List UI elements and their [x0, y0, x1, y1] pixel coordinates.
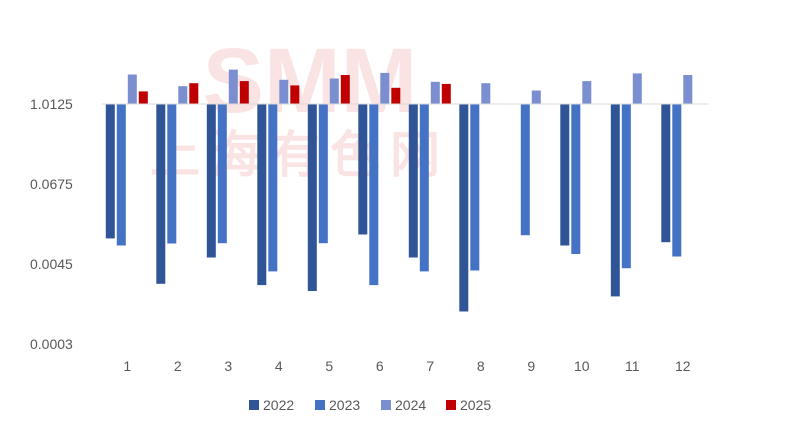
y-tick-label: 0.0003: [30, 336, 73, 352]
bar-2022-7: [408, 104, 418, 258]
legend-label-2022: 2022: [263, 397, 294, 413]
x-tick-label: 7: [426, 358, 434, 374]
bar-2023-11: [621, 104, 631, 269]
bar-2024-6: [380, 72, 390, 104]
bar-2023-3: [217, 104, 227, 244]
x-tick-label: 9: [527, 358, 535, 374]
bar-2023-8: [470, 104, 480, 271]
bar-2024-5: [329, 78, 339, 104]
bar-2024-3: [228, 69, 238, 104]
bar-2025-1: [138, 91, 148, 104]
x-axis-ticks: 1 2 3 4 5 6 7 8 9 10 11 12: [123, 358, 690, 374]
legend-swatch-2022: [249, 400, 259, 410]
x-tick-label: 6: [376, 358, 384, 374]
x-tick-label: 2: [174, 358, 182, 374]
y-tick-label: 0.0045: [30, 256, 73, 272]
y-axis-ticks: 1.0125 0.0675 0.0045 0.0003: [30, 96, 73, 352]
bar-2022-12: [661, 104, 671, 243]
bar-2025-6: [391, 87, 401, 104]
bar-2022-1: [105, 104, 115, 239]
bar-2022-10: [560, 104, 570, 246]
bar-2022-5: [307, 104, 317, 291]
bar-2024-7: [430, 81, 440, 104]
bar-2024-11: [632, 73, 642, 104]
bar-2025-3: [239, 81, 249, 104]
bar-2025-4: [290, 85, 300, 104]
bar-2022-4: [257, 104, 267, 286]
bar-2024-10: [582, 81, 592, 104]
x-tick-label: 4: [275, 358, 283, 374]
x-tick-label: 5: [325, 358, 333, 374]
chart-legend: 2022 2023 2024 2025: [249, 397, 491, 413]
bar-2025-7: [441, 83, 451, 104]
y-tick-label: 0.0675: [30, 176, 73, 192]
bar-2025-2: [189, 83, 199, 104]
bar-2022-8: [459, 104, 469, 312]
bar-2022-3: [206, 104, 216, 258]
bar-2025-5: [340, 75, 350, 104]
chart-bars: [105, 69, 693, 312]
bar-2023-6: [369, 104, 379, 286]
bar-2024-8: [481, 83, 491, 104]
legend-label-2023: 2023: [329, 397, 360, 413]
x-tick-label: 12: [675, 358, 691, 374]
legend-swatch-2024: [381, 400, 391, 410]
bar-2023-2: [167, 104, 177, 244]
bar-2023-9: [520, 104, 530, 236]
bar-2023-1: [116, 104, 126, 246]
bar-2024-9: [531, 90, 541, 104]
bar-2024-1: [127, 74, 137, 104]
legend-swatch-2023: [315, 400, 325, 410]
legend-label-2025: 2025: [460, 397, 491, 413]
bar-2023-7: [419, 104, 429, 272]
bar-2024-4: [279, 79, 289, 104]
y-tick-label: 1.0125: [30, 96, 73, 112]
bar-2024-12: [683, 75, 693, 104]
x-tick-label: 8: [477, 358, 485, 374]
legend-swatch-2025: [446, 400, 456, 410]
bar-2023-4: [268, 104, 278, 272]
bar-2023-12: [672, 104, 682, 257]
bar-2022-6: [358, 104, 368, 235]
watermark-cjk: 上海有色网: [150, 126, 450, 184]
bar-2023-5: [318, 104, 328, 244]
x-tick-label: 3: [224, 358, 232, 374]
legend-label-2024: 2024: [395, 397, 426, 413]
x-tick-label: 1: [123, 358, 131, 374]
smm-watermark: SMM 上海有色网: [150, 30, 450, 184]
x-tick-label: 11: [625, 358, 640, 374]
bar-2023-10: [571, 104, 581, 254]
bar-2024-2: [178, 86, 188, 104]
x-tick-label: 10: [574, 358, 590, 374]
bar-2022-2: [156, 104, 166, 284]
bar-2022-11: [610, 104, 620, 297]
